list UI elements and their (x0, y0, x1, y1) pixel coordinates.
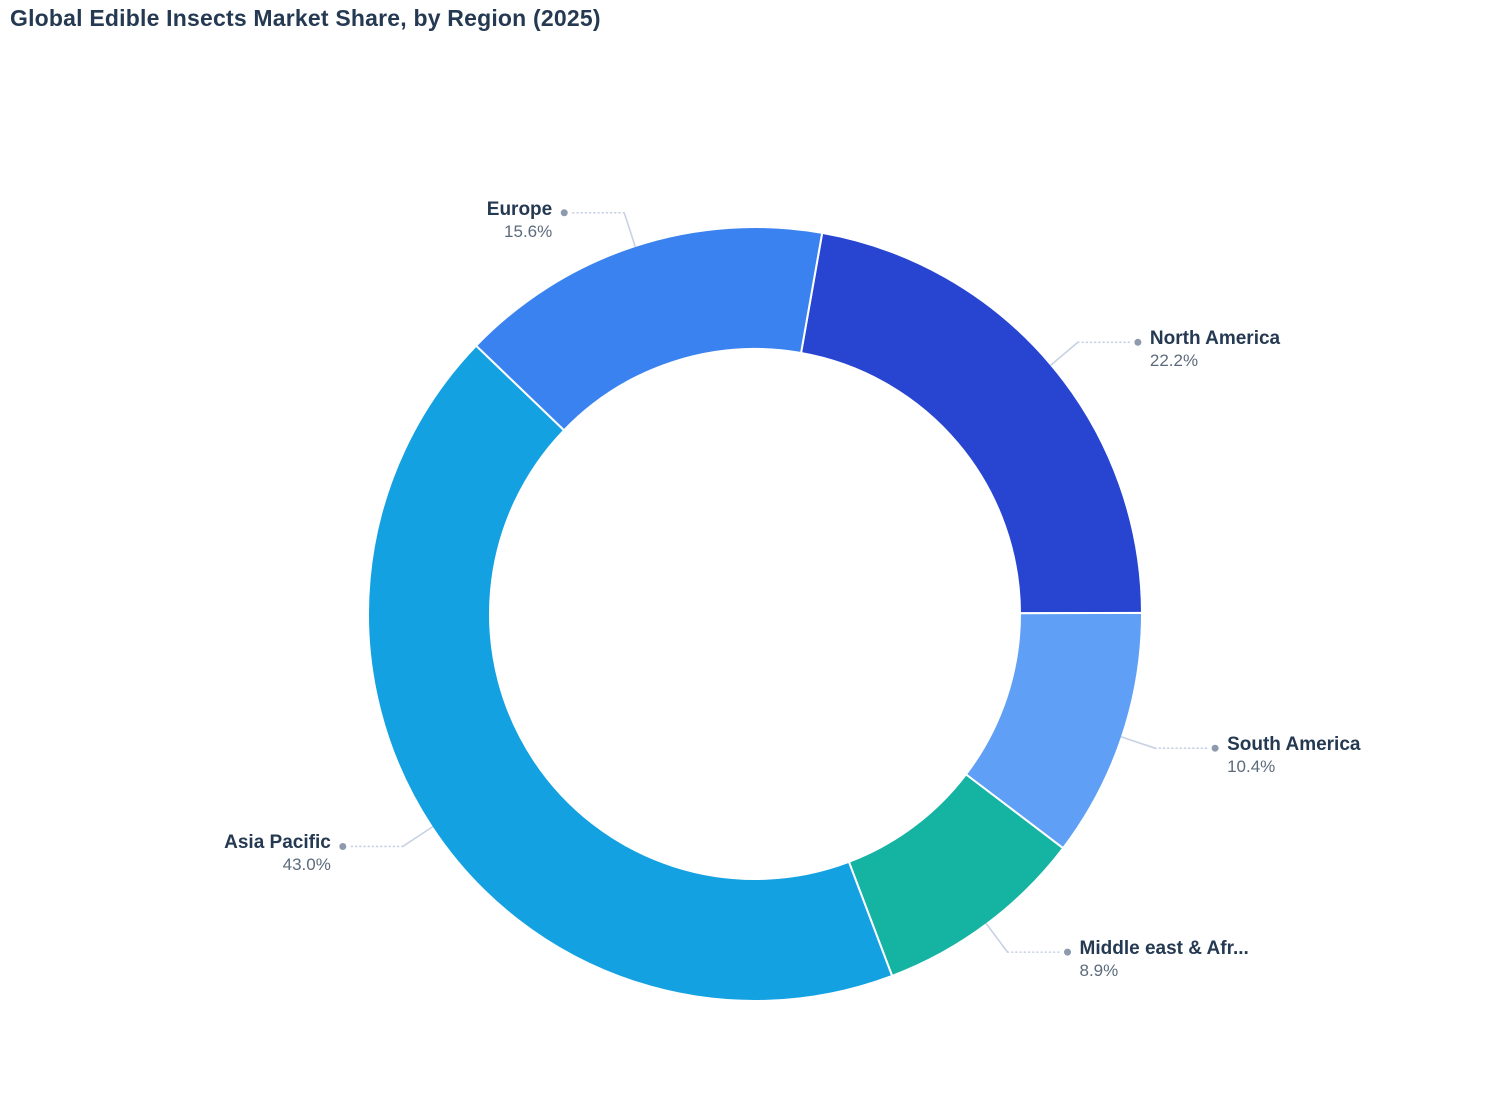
slice-label-asia-pacific: Asia Pacific 43.0% (224, 832, 331, 876)
chart-title: Global Edible Insects Market Share, by R… (10, 5, 601, 31)
pie-slice-asia-pacific[interactable] (367, 344, 894, 1002)
slice-label-name: Europe (486, 198, 553, 220)
leader-line-south-america (1120, 735, 1156, 749)
slice-label-name: South America (1227, 734, 1361, 756)
pie-slice-europe[interactable] (475, 226, 824, 432)
slice-label-north-america: North America 22.2% (1150, 328, 1280, 372)
slice-label-south-america: South America 10.4% (1227, 734, 1360, 778)
leader-dot-middle-east-afr (1064, 948, 1072, 956)
slice-label-percent: 43.0% (282, 855, 331, 875)
leader-dot-europe (560, 209, 568, 217)
slice-label-percent: 15.6% (504, 221, 553, 241)
slice-label-middle-east-afr: Middle east & Afr... 8.9% (1080, 938, 1249, 982)
slice-label-name: North America (1149, 328, 1281, 350)
slice-label-name: Middle east & Afr... (1079, 938, 1249, 960)
slice-label-percent: 10.4% (1227, 757, 1276, 777)
slice-label-name: Asia Pacific (224, 832, 331, 854)
pie-slice-north-america[interactable] (800, 231, 1143, 615)
slice-label-percent: 8.9% (1079, 961, 1119, 981)
leader-dot-asia-pacific (339, 842, 347, 850)
leader-dot-south-america (1211, 744, 1219, 752)
slice-label-europe: Europe 15.6% (487, 199, 552, 243)
leader-line-asia-pacific (402, 825, 434, 848)
leader-line-europe (623, 212, 637, 248)
leader-dot-north-america (1134, 338, 1142, 346)
leader-line-north-america (1049, 341, 1079, 367)
leader-line-middle-east-afr (985, 922, 1009, 953)
slice-label-percent: 22.2% (1149, 351, 1199, 371)
